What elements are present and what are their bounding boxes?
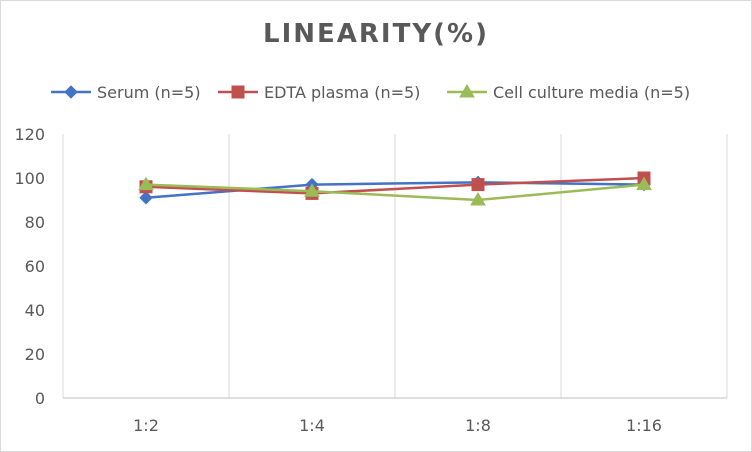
data-point [636,176,652,191]
y-tick-label: 60 [25,257,45,276]
x-tick-label: 1:16 [626,416,662,435]
legend-label: Serum (n=5) [97,83,201,102]
x-tick-label: 1:4 [299,416,325,435]
x-tick-label: 1:2 [133,416,159,435]
y-tick-label: 80 [25,213,45,232]
y-tick-label: 0 [35,389,45,408]
grid-layer [62,134,728,398]
legend-item-1: EDTA plasma (n=5) [218,83,420,102]
x-tick-label: 1:8 [465,416,491,435]
data-point [138,176,154,191]
chart-title: LINEARITY(%) [263,19,489,49]
legend: Serum (n=5) EDTA plasma (n=5) Cell culture… [51,83,690,102]
series-layer [138,171,652,206]
y-tick-label: 40 [25,301,45,320]
data-point [471,178,485,192]
data-point [139,191,153,205]
legend-label: EDTA plasma (n=5) [264,83,420,102]
series-line [145,183,645,202]
data-point [304,183,320,197]
y-tick-label: 120 [14,125,45,144]
y-tick-label: 20 [25,345,45,364]
legend-item-0: Serum (n=5) [51,83,201,102]
series-2 [138,176,652,206]
legend-item-2: Cell culture media (n=5) [447,83,690,102]
legend-marker [459,84,475,98]
axis-layer: 0 20 40 60 80 100 120 1:2 1:4 1:8 1:16 [14,125,727,435]
legend-label: Cell culture media (n=5) [493,83,690,102]
legend-marker [64,85,78,99]
y-tick-label: 100 [14,169,45,188]
legend-marker [231,85,245,99]
series-line [145,176,645,195]
data-point [470,192,486,206]
